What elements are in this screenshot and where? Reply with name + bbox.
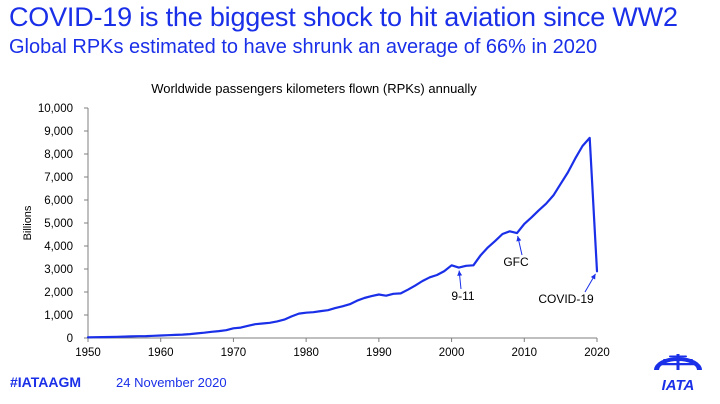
x-tick-label: 2020 <box>584 347 610 359</box>
y-axis-label: Billions <box>22 205 34 240</box>
chart-ticks: 0 1,000 2,000 3,000 4,000 5,000 6,000 7,000 8,00… <box>38 103 610 359</box>
annotation-label: COVID-19 <box>538 292 594 306</box>
annotation-label: GFC <box>503 255 529 269</box>
y-tick-label: 1,000 <box>44 310 73 322</box>
annotation-label: 9-11 <box>451 289 474 303</box>
presentation-date: 24 November 2020 <box>116 375 227 390</box>
y-tick-label: 3,000 <box>44 264 73 276</box>
x-tick-label: 1960 <box>148 347 174 359</box>
x-tick-label: 1950 <box>75 347 101 359</box>
iata-logo: IATA <box>654 354 702 394</box>
slide-headline: COVID-19 is the biggest shock to hit avi… <box>9 2 678 32</box>
chart-title: Worldwide passengers kilometers flown (R… <box>151 81 477 96</box>
annotation-arrowhead <box>457 270 463 276</box>
y-tick-label: 6,000 <box>44 195 73 207</box>
y-tick-label: 4,000 <box>44 241 73 253</box>
annotation-arrowhead <box>590 273 596 280</box>
annotation-arrowhead <box>516 236 522 242</box>
globe-icon <box>654 354 702 370</box>
x-tick-label: 2010 <box>511 347 537 359</box>
x-tick-label: 2000 <box>439 347 465 359</box>
y-tick-label: 0 <box>67 333 73 345</box>
x-tick-label: 1980 <box>293 347 319 359</box>
chart-axes <box>87 108 597 339</box>
y-tick-label: 8,000 <box>44 149 73 161</box>
iata-logo-text: IATA <box>662 377 695 394</box>
slide-subheadline: Global RPKs estimated to have shrunk an … <box>9 36 598 58</box>
event-hashtag: #IATAAGM <box>10 374 82 390</box>
y-tick-label: 9,000 <box>44 126 73 138</box>
chart-series <box>86 136 599 339</box>
y-tick-label: 10,000 <box>38 103 73 115</box>
chart-annotations: 9-11 GFC COVID-19 <box>451 235 596 306</box>
rpk-series-line <box>86 136 599 339</box>
x-tick-label: 1990 <box>366 347 392 359</box>
y-tick-label: 2,000 <box>44 287 73 299</box>
y-tick-label: 5,000 <box>44 218 73 230</box>
x-tick-label: 1970 <box>221 347 247 359</box>
y-tick-label: 7,000 <box>44 172 73 184</box>
